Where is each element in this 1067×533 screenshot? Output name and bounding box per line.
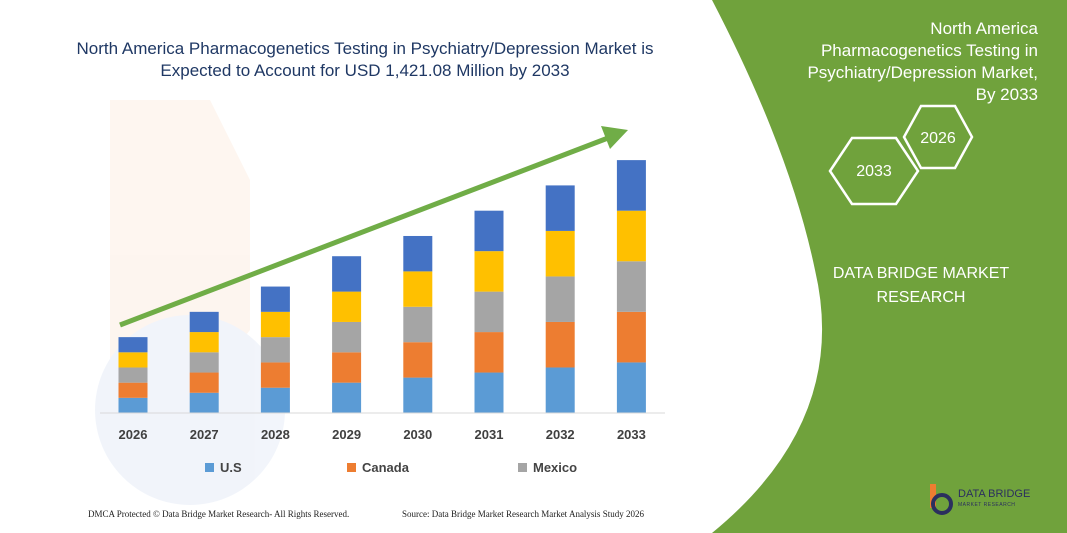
bar-2032-segment-1 (545, 321, 575, 368)
legend-label-canada: Canada (362, 460, 409, 475)
legend-item-mexico: Mexico (518, 460, 577, 475)
bar-2031-segment-2 (474, 291, 504, 333)
bar-2032-segment-0 (545, 367, 575, 413)
legend-item-us: U.S (205, 460, 242, 475)
bar-2031-segment-1 (474, 332, 504, 373)
logo-text: DATA BRIDGE (958, 488, 1031, 500)
legend-swatch-us (205, 463, 214, 472)
bar-2026-segment-3 (118, 352, 148, 368)
bar-2026-segment-1 (118, 382, 148, 398)
bar-2028-segment-2 (260, 337, 290, 363)
bar-2027-segment-3 (189, 332, 219, 353)
x-tick-label: 2026 (119, 427, 148, 442)
legend-item-canada: Canada (347, 460, 409, 475)
bar-2033-segment-3 (616, 210, 646, 262)
x-tick-label: 2028 (261, 427, 290, 442)
logo-mark (930, 484, 953, 515)
bar-2027-segment-1 (189, 372, 219, 393)
bar-2027-segment-2 (189, 352, 219, 373)
bar-2029-segment-3 (332, 291, 362, 322)
x-tick-label: 2030 (403, 427, 432, 442)
legend-swatch-mexico (518, 463, 527, 472)
legend-label-mexico: Mexico (533, 460, 578, 475)
bar-2028-segment-3 (260, 311, 290, 338)
bar-2028-segment-1 (260, 362, 290, 388)
bar-2030-segment-0 (403, 377, 433, 413)
bar-2031-segment-3 (474, 251, 504, 292)
bar-2032-segment-2 (545, 276, 575, 322)
x-tick-label: 2027 (190, 427, 219, 442)
x-tick-label: 2031 (475, 427, 504, 442)
watermark (95, 100, 285, 505)
bar-2026-segment-2 (118, 367, 148, 383)
bar-2033-segment-0 (616, 362, 646, 413)
legend-label-us: U.S (220, 460, 242, 475)
bar-2029-segment-1 (332, 352, 362, 383)
x-tick-labels: 2026 2027 2028 2029 2030 2031 2032 2033 (119, 427, 646, 442)
x-tick-label: 2029 (332, 427, 361, 442)
bar-2030-segment-2 (403, 306, 433, 343)
side-panel (712, 0, 1067, 533)
footer-source: Source: Data Bridge Market Research Mark… (402, 509, 644, 519)
bar-2029-segment-0 (332, 382, 362, 413)
chart-title: North America Pharmacogenetics Testing i… (76, 39, 654, 80)
bar-2031-segment-4 (474, 210, 504, 252)
x-tick-label: 2032 (546, 427, 575, 442)
footer-copyright: DMCA Protected © Data Bridge Market Rese… (88, 509, 350, 519)
hexagon-2033-label: 2033 (856, 163, 892, 180)
bar-2026-segment-4 (118, 337, 148, 353)
bar-2027-segment-4 (189, 311, 219, 333)
bar-2032-segment-3 (545, 230, 575, 277)
trend-arrow-line (119, 135, 609, 328)
bar-2030-segment-4 (403, 235, 433, 272)
bar-2027-segment-0 (189, 392, 219, 413)
bar-2031-segment-0 (474, 372, 504, 413)
bars-group (118, 160, 646, 413)
bar-2033-segment-2 (616, 261, 646, 312)
bar-2033-segment-1 (616, 311, 646, 363)
bar-2029-segment-4 (332, 256, 362, 292)
trend-arrow (119, 126, 628, 328)
logo-subtext: MARKET RESEARCH (958, 502, 1016, 508)
bar-2032-segment-4 (545, 185, 575, 231)
legend-swatch-canada (347, 463, 356, 472)
brand-name: DATA BRIDGE MARKET RESEARCH (832, 265, 1010, 306)
bar-2033-segment-4 (616, 160, 646, 211)
hexagon-2026 (902, 104, 974, 170)
hexagon-2026-label: 2026 (920, 130, 956, 147)
bar-2029-segment-2 (332, 321, 362, 353)
bar-2026-segment-0 (118, 397, 148, 413)
x-tick-label: 2033 (617, 427, 646, 442)
bar-2028-segment-4 (260, 286, 290, 312)
bar-2028-segment-0 (260, 387, 290, 413)
bar-2030-segment-3 (403, 271, 433, 307)
trend-arrow-head (601, 126, 628, 149)
panel-title: North America Pharmacogenetics Testing i… (807, 19, 1038, 104)
bar-2030-segment-1 (403, 342, 433, 378)
hexagon-2033 (828, 136, 920, 206)
